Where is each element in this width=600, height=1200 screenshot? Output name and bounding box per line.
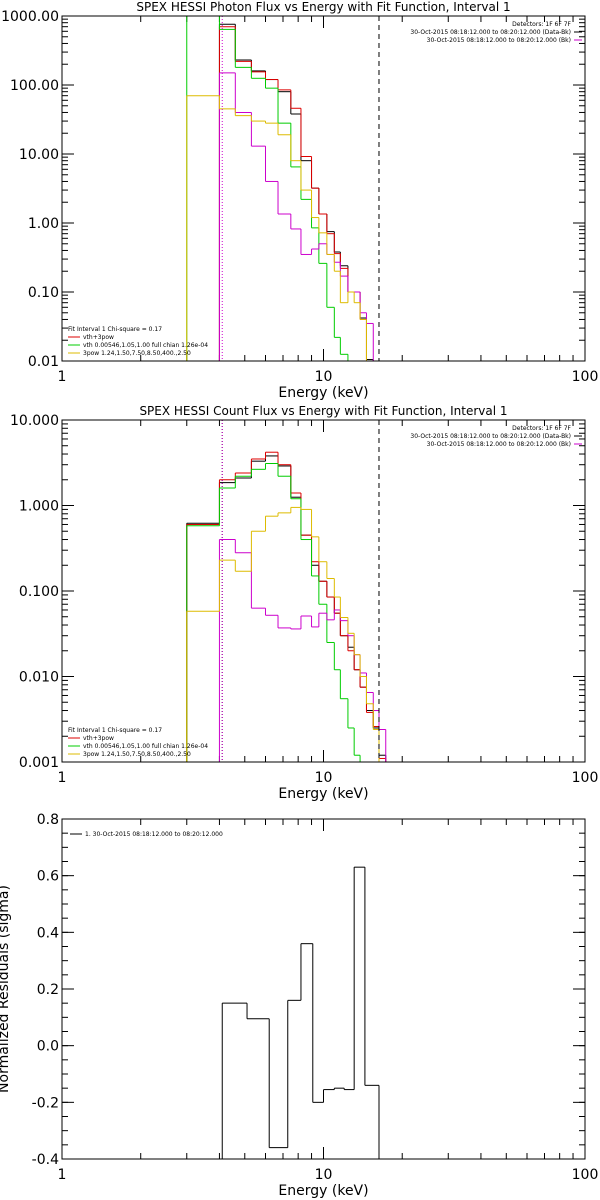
legend-title: Fit Interval 1 Chi-square = 0.17 — [68, 727, 162, 734]
series-2 — [218, 26, 393, 361]
legend-label: vth+3pow — [83, 735, 114, 742]
chart-title: SPEX HESSI Photon Flux vs Energy with Fi… — [136, 0, 510, 14]
legend-label: 1. 30-Oct-2015 08:18:12.000 to 08:20:12.… — [85, 831, 223, 838]
legend-label: vth 0.00546,1.05,1.00 full chian 1.26e-0… — [83, 743, 208, 750]
y-tick-label: 0.2 — [37, 982, 59, 998]
y-tick-label: 100.00 — [10, 78, 59, 94]
x-axis: 1 10 100 — [58, 420, 599, 786]
chart-panel-1: SPEX HESSI Photon Flux vs Energy with Fi… — [1, 0, 598, 401]
series-4 — [218, 539, 393, 762]
series-5 — [186, 506, 393, 762]
y-tick-label: 10.00 — [19, 147, 59, 163]
chart-title: SPEX HESSI Count Flux vs Energy with Fit… — [139, 404, 507, 418]
y-tick-label: 0.100 — [19, 584, 59, 600]
y-tick-label: 0.010 — [19, 670, 59, 686]
x-tick-label: 100 — [572, 1167, 599, 1183]
data-traces — [186, 16, 393, 361]
x-tick-label: 100 — [572, 770, 599, 786]
x-tick-label: 10 — [315, 369, 333, 385]
header-line: 30-Oct-2015 08:18:12.000 to 08:20:12.000… — [410, 29, 571, 36]
chart-panel-2: SPEX HESSI Count Flux vs Energy with Fit… — [10, 404, 598, 802]
header-line: 30-Oct-2015 08:18:12.000 to 08:20:12.000… — [427, 441, 571, 448]
y-tick-label: -0.4 — [32, 1152, 59, 1168]
y-axis-label: Normalized Residuals (sigma) — [0, 885, 12, 1093]
x-tick-label: 1 — [58, 1167, 67, 1183]
y-axis: -0.4 -0.2 0.0 0.2 0.4 0.6 0.8 — [32, 812, 585, 1168]
series-2 — [186, 451, 393, 762]
x-tick-label: 10 — [315, 1167, 333, 1183]
series-3 — [186, 16, 393, 361]
x-axis-label: Energy (keV) — [278, 385, 368, 401]
legend-label: 3pow 1.24,1.50,7.50,8.50,400.,2.50 — [83, 751, 191, 758]
legend: Fit Interval 1 Chi-square = 0.17vth+3pow… — [68, 727, 208, 758]
chart-panel-3: 1 10 100 Energy (keV) -0.4 -0.2 0.0 0.2 0.4 0.6 0.… — [0, 812, 598, 1199]
header-line: 30-Oct-2015 08:18:12.000 to 08:20:12.000… — [427, 37, 571, 44]
series-1 — [218, 23, 393, 361]
y-tick-label: 0.10 — [28, 285, 59, 301]
legend-label: 3pow 1.24,1.50,7.50,8.50,400.,2.50 — [83, 350, 191, 357]
data-traces — [186, 451, 393, 762]
y-tick-label: 1000.00 — [1, 9, 59, 25]
y-axis: 0.01 0.10 1.00 10.00 100.00 1000.00 — [1, 9, 585, 370]
series-5 — [186, 95, 393, 361]
y-tick-label: 0.01 — [28, 354, 59, 370]
series-1 — [221, 866, 380, 1159]
series-1 — [186, 455, 393, 762]
x-tick-label: 100 — [572, 369, 599, 385]
legend: Fit Interval 1 Chi-square = 0.17vth+3pow… — [68, 326, 208, 357]
x-axis-label: Energy (keV) — [278, 1183, 368, 1199]
legend-title: Fit Interval 1 Chi-square = 0.17 — [68, 326, 162, 333]
header-line: Detectors: 1F 6F 7F — [512, 21, 571, 28]
y-tick-label: 1.00 — [28, 216, 59, 232]
legend-label: vth 0.00546,1.05,1.00 full chian 1.26e-0… — [83, 342, 208, 349]
legend: 1. 30-Oct-2015 08:18:12.000 to 08:20:12.… — [70, 831, 223, 838]
y-tick-label: 0.001 — [19, 755, 59, 771]
x-axis-label: Energy (keV) — [278, 786, 368, 802]
x-tick-label: 1 — [58, 770, 67, 786]
data-traces — [221, 866, 380, 1159]
x-axis: 1 10 100 — [58, 819, 599, 1183]
header-line: Detectors: 1F 6F 7F — [512, 425, 571, 432]
y-tick-label: 0.8 — [37, 812, 59, 828]
plot-frame — [61, 15, 586, 362]
y-tick-label: 10.000 — [10, 413, 59, 429]
y-tick-label: 0.4 — [37, 925, 59, 941]
legend-label: vth+3pow — [83, 334, 114, 341]
x-tick-label: 1 — [58, 369, 67, 385]
y-tick-label: 0.6 — [37, 869, 59, 885]
y-tick-label: 1.000 — [19, 499, 59, 515]
y-tick-label: 0.0 — [37, 1039, 59, 1055]
x-tick-label: 10 — [315, 770, 333, 786]
header-line: 30-Oct-2015 08:18:12.000 to 08:20:12.000… — [410, 433, 571, 440]
y-tick-label: -0.2 — [32, 1095, 59, 1111]
plot-frame — [61, 818, 586, 1160]
plot-frame — [61, 419, 586, 763]
y-axis: 0.001 0.010 0.100 1.000 10.000 — [10, 413, 585, 771]
